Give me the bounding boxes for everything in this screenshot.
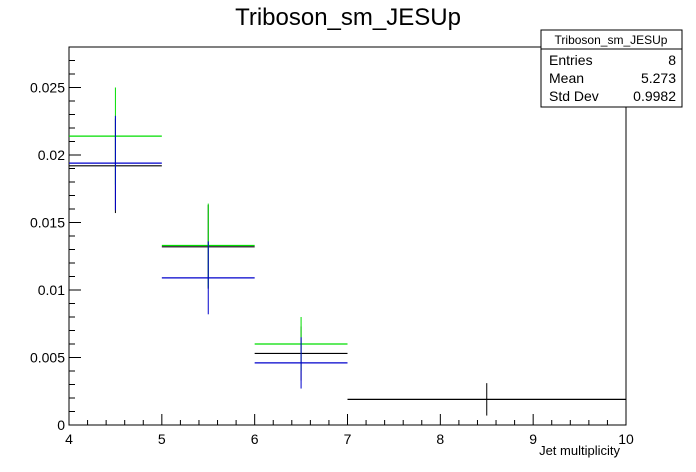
x-axis-title: Jet multiplicity xyxy=(539,443,620,458)
series-1 xyxy=(69,87,348,371)
y-tick-label: 0.025 xyxy=(30,80,65,96)
stats-label-entries: Entries xyxy=(549,52,593,68)
x-tick-label: 8 xyxy=(436,431,444,447)
chart-title: Triboson_sm_JESUp xyxy=(235,4,461,31)
y-tick-label: 0.02 xyxy=(38,147,65,163)
y-tick-label: 0 xyxy=(57,417,65,433)
x-tick-label: 9 xyxy=(529,431,537,447)
stats-label-stddev: Std Dev xyxy=(549,88,599,104)
stats-label-mean: Mean xyxy=(549,70,584,86)
x-tick-label: 7 xyxy=(344,431,352,447)
series-layer xyxy=(69,87,626,416)
stats-box: Triboson_sm_JESUp Entries 8 Mean 5.273 S… xyxy=(540,29,683,108)
y-tick-label: 0.005 xyxy=(30,350,65,366)
x-tick-label: 5 xyxy=(158,431,166,447)
y-tick-label: 0.01 xyxy=(38,282,65,298)
x-tick-label: 6 xyxy=(251,431,259,447)
stats-value-entries: 8 xyxy=(668,52,676,68)
series-2 xyxy=(69,115,348,389)
stats-box-frame xyxy=(540,29,683,108)
x-tick-label: 10 xyxy=(618,431,634,447)
stats-value-stddev: 0.9982 xyxy=(633,88,676,104)
axes: 4 5 6 7 8 9 10 0 0.005 0.01 0.015 0.02 0.025 xyxy=(30,60,634,447)
stats-value-mean: 5.273 xyxy=(641,70,676,86)
y-tick-label: 0.015 xyxy=(30,215,65,231)
x-tick-label: 4 xyxy=(65,431,73,447)
stats-title: Triboson_sm_JESUp xyxy=(555,33,668,47)
